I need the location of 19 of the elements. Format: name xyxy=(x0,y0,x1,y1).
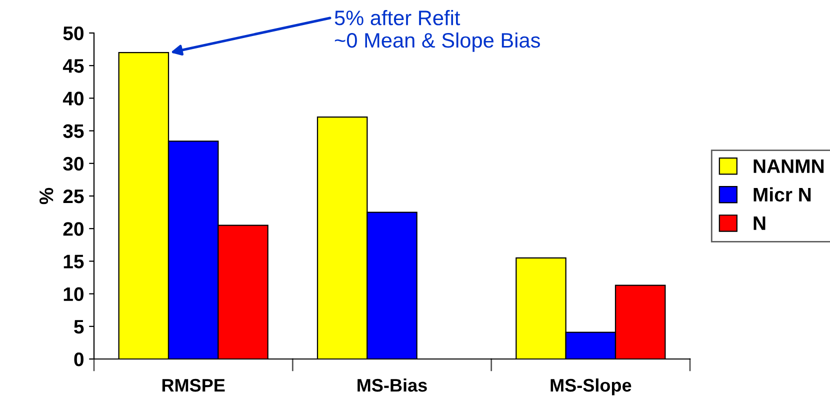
x-tick-label: MS-Slope xyxy=(550,378,632,396)
annotation: 5% after Refit ~0 Mean & Slope Bias xyxy=(334,10,540,52)
y-tick-label: 15 xyxy=(64,254,84,268)
x-tick-label: RMSPE xyxy=(162,378,225,392)
x-tick-label: MS-Bias xyxy=(358,378,427,392)
legend-label: Micr N xyxy=(754,187,811,202)
y-tick-label: 30 xyxy=(63,156,84,171)
y-tick-label: 10 xyxy=(64,287,84,302)
y-tick-label: 25 xyxy=(63,189,84,204)
legend-label: NANMN xyxy=(754,159,824,173)
y-tick-label: 5 xyxy=(74,320,84,334)
y-tick-label: 50 xyxy=(63,26,84,40)
y-tick-label: 0 xyxy=(74,352,84,366)
legend-label: N xyxy=(754,216,766,230)
y-tick-label: 20 xyxy=(63,222,84,236)
y-tick-label: 45 xyxy=(62,59,84,73)
y-axis-title: % xyxy=(40,188,54,204)
y-tick-label: 40 xyxy=(62,92,84,106)
y-tick-label: 35 xyxy=(63,124,84,138)
